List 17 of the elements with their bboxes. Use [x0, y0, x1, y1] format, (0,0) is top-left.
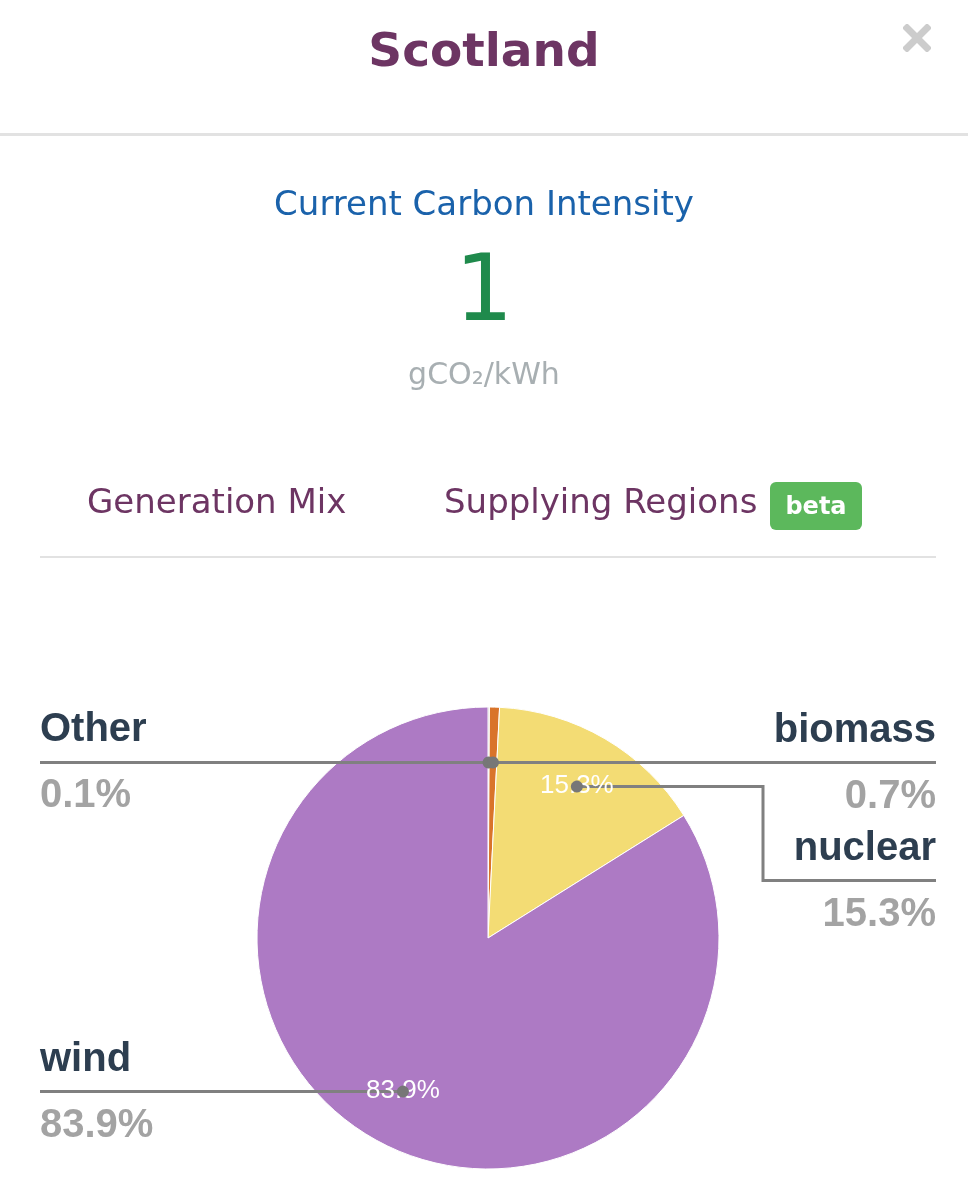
- data-label: 83.9%: [40, 1100, 154, 1145]
- slice-label: Other: [40, 705, 147, 750]
- badge: beta: [770, 482, 862, 530]
- text: Generation Mix: [87, 480, 347, 523]
- chart-subtitle: Current Carbon Intensity: [273, 182, 695, 225]
- text: gCO₂/kWh: [407, 355, 561, 393]
- data-label: 15.3%: [822, 889, 936, 934]
- slice-label: biomass: [773, 705, 936, 750]
- slice-label: wind: [39, 1034, 132, 1079]
- text: 15.3%: [540, 768, 614, 799]
- chart-title: Scotland: [367, 21, 601, 79]
- data-label: 0.1%: [40, 771, 132, 816]
- text: 83.9%: [366, 1073, 440, 1104]
- text: 1: [453, 234, 515, 344]
- text: Supplying Regions: [444, 480, 758, 523]
- data-label: 0.7%: [844, 771, 936, 816]
- slice-label: nuclear: [793, 823, 936, 868]
